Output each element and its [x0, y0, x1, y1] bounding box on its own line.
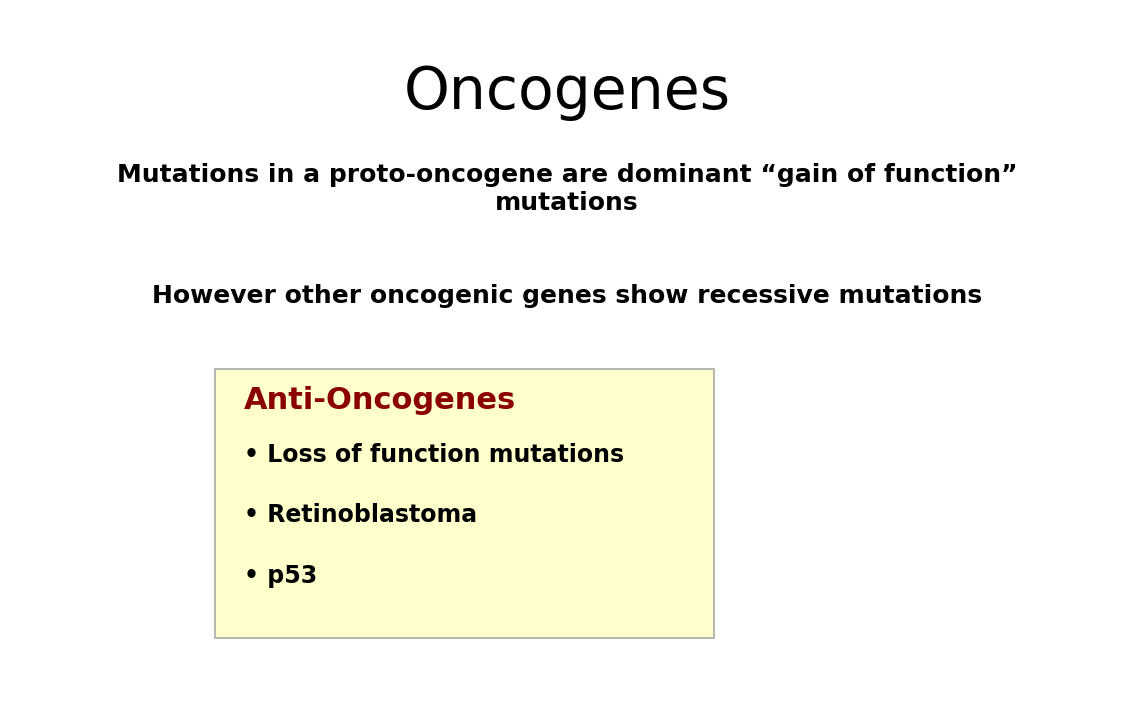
Text: • Loss of function mutations: • Loss of function mutations	[244, 443, 624, 467]
Text: • p53: • p53	[244, 564, 318, 588]
Text: Mutations in a proto-oncogene are dominant “gain of function”
mutations: Mutations in a proto-oncogene are domina…	[117, 163, 1017, 215]
Text: • Retinoblastoma: • Retinoblastoma	[244, 503, 477, 527]
Text: However other oncogenic genes show recessive mutations: However other oncogenic genes show reces…	[152, 284, 982, 308]
Text: Oncogenes: Oncogenes	[404, 64, 730, 121]
FancyBboxPatch shape	[215, 369, 714, 638]
Text: Anti-Oncogenes: Anti-Oncogenes	[244, 386, 516, 415]
